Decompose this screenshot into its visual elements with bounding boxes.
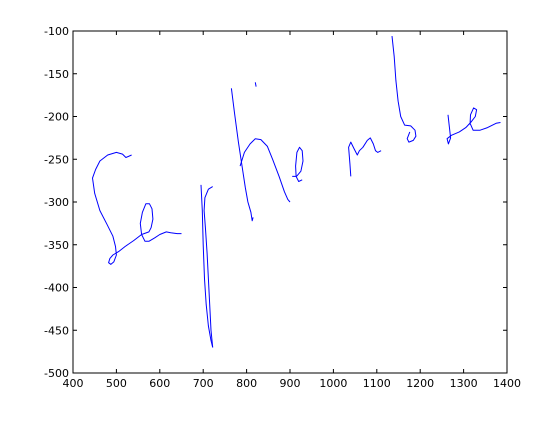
x-tick-label: 1000: [319, 377, 347, 390]
x-tick-label: 700: [193, 377, 214, 390]
y-tick-label: -400: [44, 282, 69, 295]
y-tick-label: -250: [44, 153, 69, 166]
handwriting-stroke-9: [391, 36, 417, 143]
y-axis-ticks: -100 -150 -200 -250 -300 -350 -400 -450 -500: [44, 25, 507, 380]
handwriting-stroke-7: [292, 146, 304, 182]
handwriting-stroke-8: [348, 137, 382, 177]
x-axis-ticks: 400 500 600 700 800 900 1000 1100 1200 1300 1400: [63, 31, 521, 390]
handwriting-stroke-3: [203, 186, 214, 348]
plot-area: 400 500 600 700 800 900 1000 1100 1200 1300 1400 -…: [44, 25, 521, 390]
handwriting-stroke-6: [239, 138, 291, 203]
stroke-layer: [92, 36, 501, 348]
x-tick-label: 800: [236, 377, 257, 390]
y-tick-label: -150: [44, 68, 69, 81]
handwriting-stroke-4: [230, 88, 254, 222]
handwriting-stroke-2: [200, 184, 214, 348]
x-tick-label: 400: [63, 377, 84, 390]
y-tick-label: -500: [44, 367, 69, 380]
x-tick-label: 1100: [363, 377, 391, 390]
x-tick-label: 1200: [406, 377, 434, 390]
y-tick-label: -350: [44, 239, 69, 252]
x-tick-label: 600: [149, 377, 170, 390]
y-tick-label: -300: [44, 196, 69, 209]
y-tick-label: -100: [44, 25, 69, 38]
y-tick-label: -450: [44, 324, 69, 337]
handwriting-stroke-1: [92, 151, 182, 265]
x-tick-label: 1300: [450, 377, 478, 390]
handwriting-stroke-10: [446, 107, 501, 145]
handwriting-stroke-5: [254, 82, 257, 87]
x-tick-label: 1400: [493, 377, 521, 390]
y-tick-label: -200: [44, 111, 69, 124]
x-tick-label: 900: [280, 377, 301, 390]
x-tick-label: 500: [106, 377, 127, 390]
